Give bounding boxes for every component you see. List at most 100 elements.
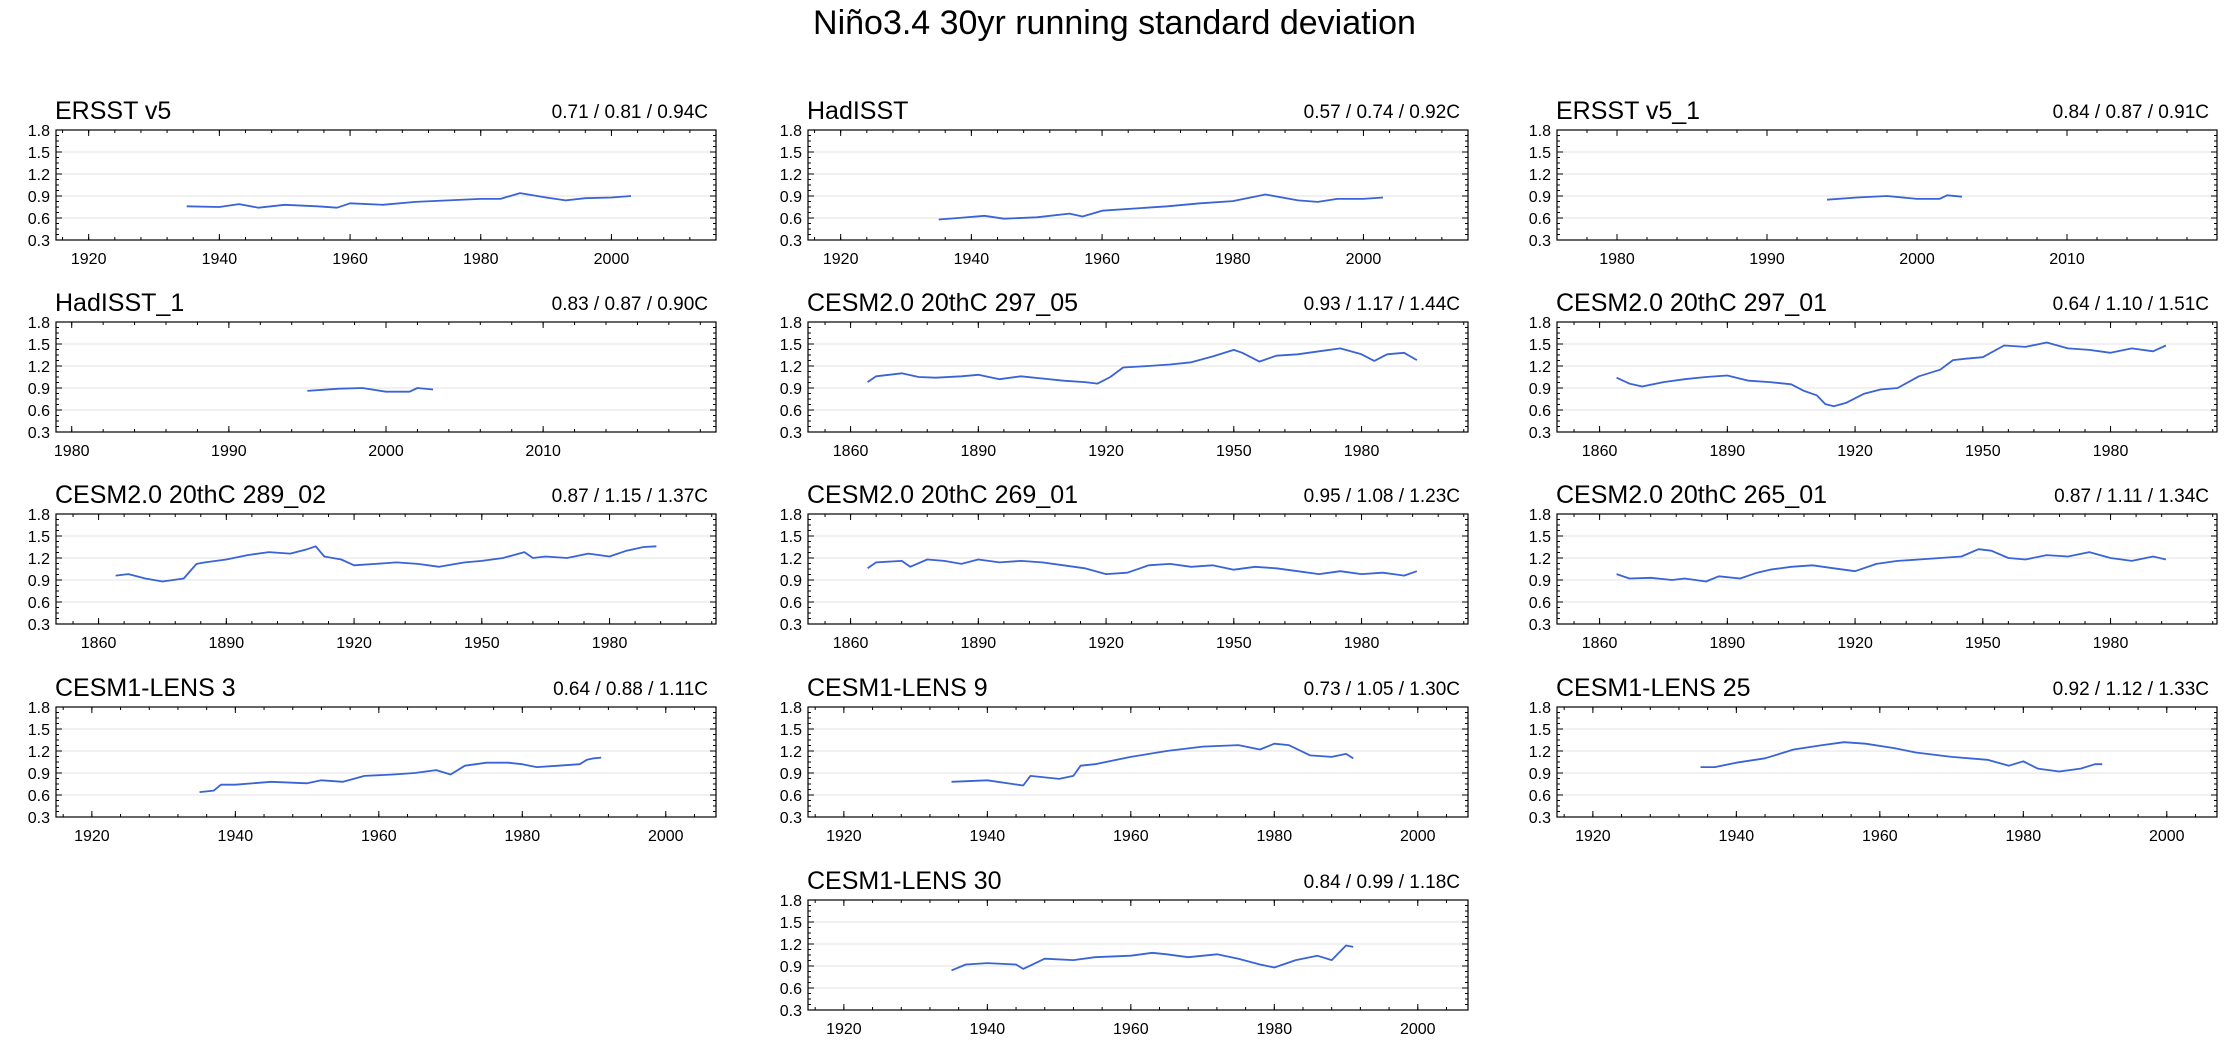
chart-panel-5: CESM2.0 20thC 297_05 0.93 / 1.17 / 1.44C 0… [780,289,1469,460]
y-tick-label: 1.8 [780,893,802,910]
x-tick-label: 1950 [1965,635,2001,652]
chart-panel-9: CESM2.0 20thC 265_01 0.87 / 1.11 / 1.34C 0… [1529,481,2218,652]
series-line [867,558,1418,577]
panel-stats: 0.64 / 1.10 / 1.51C [2053,294,2209,315]
x-tick-label: 1980 [2006,828,2042,845]
series-line [186,192,632,209]
x-tick-label: 1920 [826,1021,862,1038]
y-tick-label: 1.5 [780,337,802,354]
y-tick-label: 1.8 [780,123,802,140]
plot-frame [807,899,1469,1011]
x-tick-label: 1950 [1216,443,1252,460]
x-tick-label: 1920 [71,251,107,268]
x-tick-label: 1980 [592,635,628,652]
y-tick-label: 0.9 [780,189,802,206]
y-tick-label: 1.8 [1529,700,1551,717]
x-tick-label: 1980 [2093,443,2129,460]
plot-frame [55,321,717,433]
x-tick-label: 1890 [1710,635,1746,652]
y-tick-label: 1.5 [1529,722,1551,739]
y-tick-label: 0.3 [1529,617,1551,634]
y-tick-label: 0.3 [1529,425,1551,442]
panel-stats: 0.71 / 0.81 / 0.94C [552,102,708,123]
panel-title: ERSST v5 [55,97,171,125]
panel-stats: 0.87 / 1.15 / 1.37C [552,486,708,507]
chart-panel-12: CESM1-LENS 25 0.92 / 1.12 / 1.33C 0.3 0.6 0.… [1529,674,2218,845]
x-tick-label: 1860 [1582,635,1618,652]
panel-stats: 0.93 / 1.17 / 1.44C [1304,294,1460,315]
y-tick-label: 0.3 [780,810,802,827]
y-tick-label: 1.8 [780,315,802,332]
x-tick-label: 2010 [525,443,561,460]
y-tick-label: 0.9 [780,573,802,590]
x-tick-label: 1990 [1749,251,1785,268]
x-tick-label: 1890 [961,635,997,652]
chart-panel-3: ERSST v5_1 0.84 / 0.87 / 0.91C 0.3 0.6 0.9 1.… [1529,97,2218,268]
plot-frame [807,513,1469,625]
x-tick-label: 2000 [1899,251,1935,268]
x-tick-label: 1950 [1216,635,1252,652]
panel-stats: 0.83 / 0.87 / 0.90C [552,294,708,315]
y-tick-label: 1.2 [780,551,802,568]
panel-title: HadISST [807,97,908,125]
y-tick-label: 1.5 [780,915,802,932]
x-tick-label: 2000 [648,828,684,845]
x-tick-label: 1960 [1113,1021,1149,1038]
plot-frame [807,706,1469,818]
y-tick-label: 1.2 [780,359,802,376]
x-tick-label: 1920 [1837,443,1873,460]
y-tick-label: 1.2 [780,167,802,184]
x-tick-label: 2000 [2149,828,2185,845]
x-tick-label: 1950 [464,635,500,652]
x-tick-label: 1980 [1215,251,1251,268]
x-tick-label: 2010 [2049,251,2085,268]
panel-title: CESM1-LENS 3 [55,674,236,702]
y-tick-label: 0.9 [1529,381,1551,398]
y-tick-label: 0.6 [1529,595,1551,612]
y-tick-label: 1.8 [780,700,802,717]
x-tick-label: 1890 [961,443,997,460]
panel-title: CESM2.0 20thC 265_01 [1556,481,1827,509]
y-tick-label: 0.3 [28,425,50,442]
y-tick-label: 0.6 [780,981,802,998]
y-tick-label: 0.3 [780,233,802,250]
y-tick-label: 0.9 [780,959,802,976]
panel-stats: 0.92 / 1.12 / 1.33C [2053,679,2209,700]
y-tick-label: 0.9 [780,766,802,783]
x-tick-label: 2000 [1400,1021,1436,1038]
x-tick-label: 1860 [1582,443,1618,460]
chart-panel-8: CESM2.0 20thC 269_01 0.95 / 1.08 / 1.23C 0… [780,481,1469,652]
chart-panel-2: HadISST 0.57 / 0.74 / 0.92C 0.3 0.6 0.9 1.2 1.… [780,97,1469,268]
x-tick-label: 1990 [211,443,247,460]
y-tick-label: 1.5 [1529,337,1551,354]
x-tick-label: 1980 [2093,635,2129,652]
y-tick-label: 1.5 [28,529,50,546]
series-line [938,193,1384,221]
y-tick-label: 1.5 [780,529,802,546]
y-tick-label: 0.6 [28,595,50,612]
x-tick-label: 1960 [1084,251,1120,268]
plot-frame [55,129,717,241]
x-tick-label: 1920 [823,251,859,268]
y-tick-label: 1.2 [1529,551,1551,568]
chart-panel-7: CESM2.0 20thC 289_02 0.87 / 1.15 / 1.37C 0… [28,481,717,652]
x-tick-label: 1920 [1837,635,1873,652]
x-tick-label: 2000 [1346,251,1382,268]
y-tick-label: 0.3 [28,810,50,827]
plot-frame [55,706,717,818]
y-tick-label: 1.8 [28,315,50,332]
x-tick-label: 1920 [74,828,110,845]
panel-title: CESM2.0 20thC 289_02 [55,481,326,509]
y-tick-label: 0.9 [1529,573,1551,590]
panel-stats: 0.64 / 0.88 / 1.11C [553,679,708,700]
y-tick-label: 0.9 [28,381,50,398]
chart-panel-1: ERSST v5 0.71 / 0.81 / 0.94C 0.3 0.6 0.9 1.2 1… [28,97,717,268]
y-tick-label: 0.3 [1529,233,1551,250]
y-tick-label: 0.3 [28,233,50,250]
x-tick-label: 1980 [1257,828,1293,845]
plot-frame [55,513,717,625]
y-tick-label: 0.3 [780,425,802,442]
y-tick-label: 1.8 [28,700,50,717]
y-tick-label: 1.8 [1529,507,1551,524]
x-tick-label: 1980 [1344,443,1380,460]
